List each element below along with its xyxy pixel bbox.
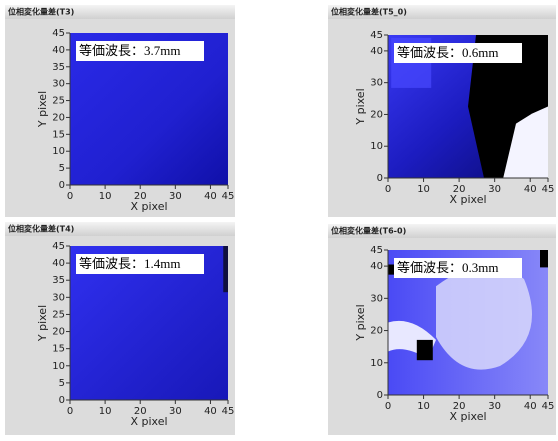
annotation: 等価波長：0.3mm: [397, 260, 498, 275]
y-axis-label: Y pixel: [36, 305, 49, 342]
panel-header: [328, 5, 556, 19]
y-tick-label: 0: [59, 395, 65, 406]
y-tick-label: 30: [52, 292, 65, 303]
annotation-box: [394, 258, 522, 278]
x-tick-label: 45: [222, 406, 235, 417]
panel-title: 位相変化量差(T6-0): [331, 226, 406, 236]
y-tick-label: 30: [52, 79, 65, 90]
x-tick-label: 30: [169, 191, 182, 202]
y-tick-label: 15: [52, 129, 65, 140]
x-axis-label: X pixel: [130, 200, 167, 213]
y-tick-label: 20: [370, 109, 383, 120]
x-tick-label: 30: [169, 406, 182, 417]
panel-title: 位相変化量差(T4): [8, 224, 74, 234]
panel-title: 位相変化量差(T5_0): [331, 7, 407, 17]
y-tick-label: 10: [52, 146, 65, 157]
x-tick-label: 10: [417, 401, 430, 412]
x-tick-label: 40: [204, 191, 217, 202]
y-axis-label: Y pixel: [354, 88, 367, 125]
y-tick-label: 20: [370, 326, 383, 337]
panel-header: [5, 222, 235, 236]
panel-title: 位相変化量差(T3): [8, 7, 74, 17]
y-tick-label: 5: [59, 378, 65, 389]
y-axis-label: Y pixel: [354, 304, 367, 341]
y-tick-label: 0: [59, 180, 65, 191]
y-tick-label: 35: [52, 275, 65, 286]
x-tick-label: 10: [99, 406, 112, 417]
image-light: [436, 266, 532, 370]
y-tick-label: 15: [52, 344, 65, 355]
x-tick-label: 20: [134, 406, 147, 417]
y-tick-label: 45: [370, 30, 383, 41]
image-dark: [540, 250, 548, 268]
annotation: 等価波長：1.4mm: [79, 256, 180, 271]
y-tick-label: 45: [370, 245, 383, 256]
y-tick-label: 40: [370, 46, 383, 57]
image-dark: [223, 246, 228, 293]
x-tick-label: 45: [542, 184, 555, 195]
x-tick-label: 40: [204, 406, 217, 417]
annotation-box: [394, 43, 522, 63]
y-tick-label: 40: [370, 261, 383, 272]
x-tick-label: 0: [385, 184, 391, 195]
annotation: 等価波長：0.6mm: [397, 45, 498, 60]
x-tick-label: 10: [99, 191, 112, 202]
graph-panel: 位相変化量差(T6-0) 0 10 20 30 40 45 0 10 20 30 40 45 X pixe…: [328, 224, 556, 435]
x-tick-label: 20: [453, 184, 466, 195]
annotation-box: [76, 254, 204, 274]
x-tick-label: 45: [542, 401, 555, 412]
y-tick-label: 45: [52, 241, 65, 252]
x-tick-label: 0: [385, 401, 391, 412]
y-tick-label: 25: [52, 96, 65, 107]
y-tick-label: 5: [59, 163, 65, 174]
y-tick-label: 45: [52, 28, 65, 39]
x-tick-label: 30: [488, 184, 501, 195]
x-tick-label: 45: [222, 191, 235, 202]
x-axis-label: X pixel: [449, 193, 486, 206]
y-tick-label: 20: [52, 112, 65, 123]
y-tick-label: 10: [370, 358, 383, 369]
y-tick-label: 35: [52, 62, 65, 73]
x-tick-label: 0: [67, 191, 73, 202]
image-dark: [416, 339, 433, 361]
x-tick-label: 20: [134, 191, 147, 202]
y-tick-label: 10: [52, 361, 65, 372]
x-axis-label: X pixel: [449, 410, 486, 423]
panel-header: [328, 224, 556, 238]
graph-panel: 位相変化量差(T5_0) 0 10 20 30 40 45 0 10 20 30 40 45 X pixe…: [328, 5, 556, 217]
x-tick-label: 10: [417, 184, 430, 195]
y-tick-label: 40: [52, 45, 65, 56]
y-tick-label: 40: [52, 258, 65, 269]
x-tick-label: 40: [524, 184, 537, 195]
x-tick-label: 0: [67, 406, 73, 417]
y-tick-label: 30: [370, 78, 383, 89]
image-light: [503, 106, 548, 178]
annotation: 等価波長：3.7mm: [79, 43, 180, 58]
y-tick-label: 20: [52, 327, 65, 338]
y-tick-label: 25: [52, 309, 65, 320]
x-tick-label: 30: [488, 401, 501, 412]
panel-header: [5, 5, 235, 19]
annotation-box: [76, 41, 204, 61]
x-axis-label: X pixel: [130, 415, 167, 428]
y-tick-label: 0: [377, 173, 383, 184]
graph-panel: 位相変化量差(T3) 0 5 10 15 20 25 30 35 40 45 0 10 20 30 40 45 X…: [5, 5, 235, 217]
y-tick-label: 10: [370, 141, 383, 152]
graph-panel: 位相変化量差(T4) 0 5 10 15 20 25 30 35 40 45 0 10 20 30 40 45 X…: [5, 222, 235, 435]
y-tick-label: 0: [377, 390, 383, 401]
y-axis-label: Y pixel: [36, 91, 49, 128]
x-tick-label: 20: [453, 401, 466, 412]
y-tick-label: 30: [370, 293, 383, 304]
x-tick-label: 40: [524, 401, 537, 412]
